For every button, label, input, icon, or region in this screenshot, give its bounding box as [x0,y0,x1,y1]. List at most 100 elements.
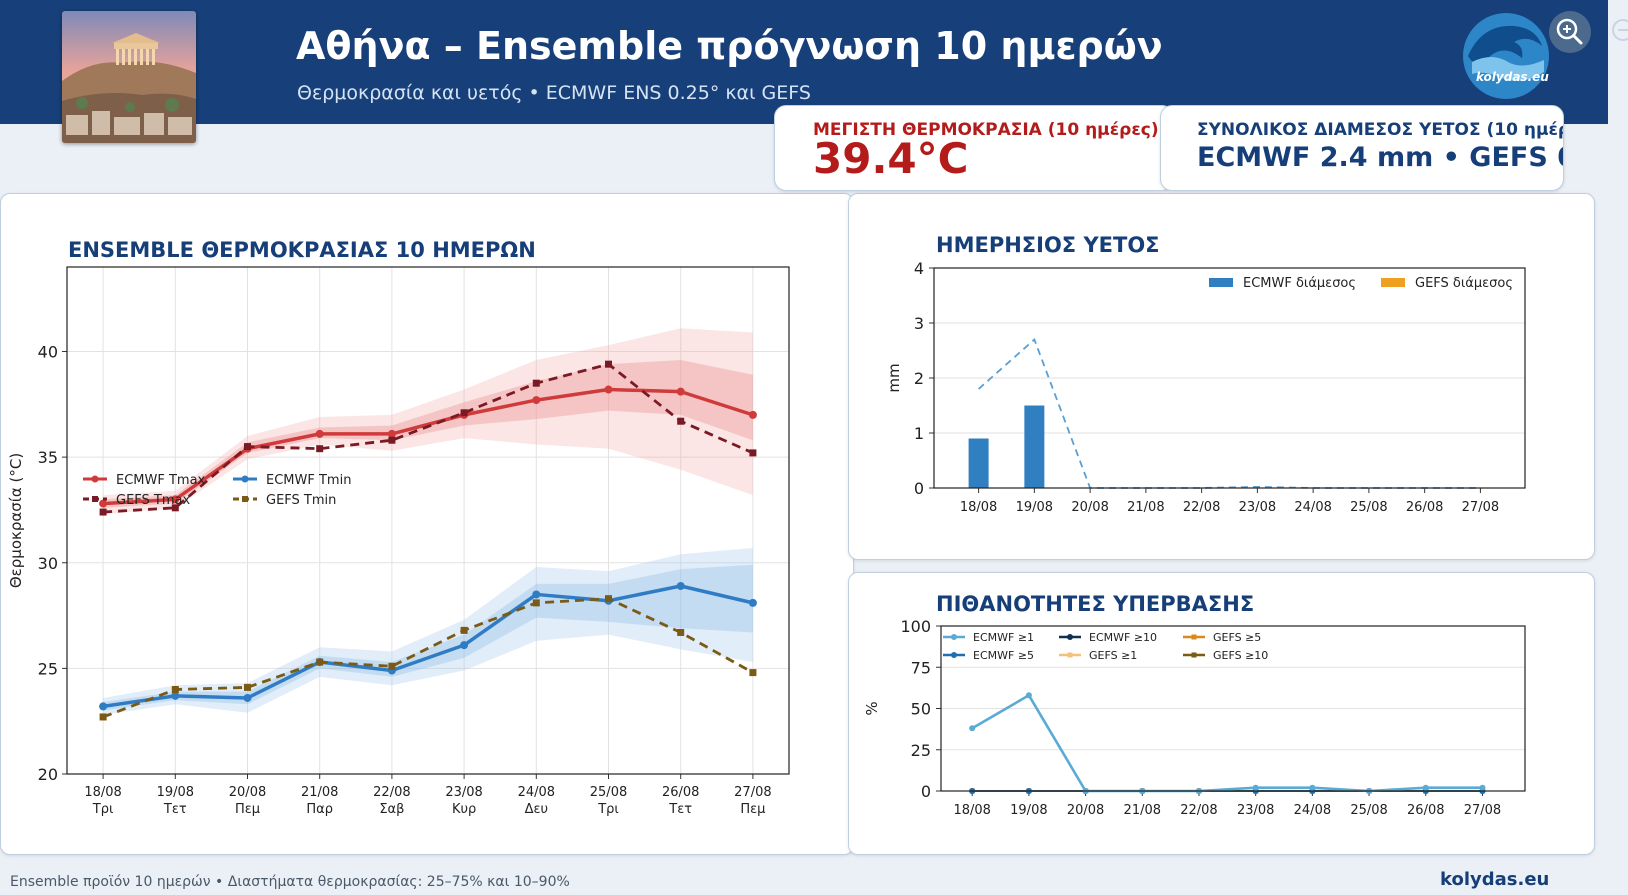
x-tick-label: 25/08 [1350,500,1387,515]
legend-marker [91,475,99,483]
probability-panel: ΠΙΘΑΝΟΤΗΤΕΣ ΥΠΕΡΒΑΣΗΣ 0 25 50 75 100 18/08 19/0… [848,572,1595,855]
x-tick-label: 20/08 [1067,803,1104,818]
data-point-ecmwf-tmin [532,590,541,599]
ecmwf-upper-dashed-line [978,337,1481,489]
x-weekday-label: Πεμ [740,802,765,817]
series-line-ECMWF-ge1 [971,693,1483,793]
x-tick-label: 22/08 [373,785,410,800]
data-point-ECMWF-ge1 [1422,784,1429,791]
footer-site[interactable]: kolydas.eu [1440,869,1550,890]
data-point-ECMWF-ge1 [1252,784,1259,791]
y-tick-label: 100 [900,617,931,636]
plot-frame [940,625,1526,792]
legend-marker [1067,634,1073,640]
data-point-ecmwf-tmin [460,641,469,650]
legend-marker [92,496,98,502]
band-ecmwf-tmin-10-90 [103,547,753,715]
data-point-gefs-tmin [460,626,468,634]
legend-label: ECMWF Tmin [266,473,351,488]
probability-chart: ΠΙΘΑΝΟΤΗΤΕΣ ΥΠΕΡΒΑΣΗΣ 0 25 50 75 100 18/08 19/0… [863,592,1526,818]
data-point-gefs-tmin [99,713,107,721]
legend-label: GEFS ≥10 [1213,649,1268,662]
legend-swatch [1381,278,1405,287]
data-point-gefs-tmin [388,662,396,670]
y-tick-label: 0 [921,782,931,801]
x-tick-label: 18/08 [953,803,990,818]
footer-note: Ensemble προϊόν 10 ημερών • Διαστήματα θ… [10,874,570,890]
zoom-out-icon[interactable] [1610,18,1628,42]
plot-frame [66,266,790,775]
data-point-gefs-tmax [532,379,540,387]
data-point-ECMWF-ge1 [1309,784,1316,791]
data-point-gefs-tmin [749,669,757,677]
x-tick-label: 24/08 [1294,803,1331,818]
legend-marker [1067,652,1073,658]
data-point-ecmwf-tmax [387,429,396,438]
x-tick-label: 20/08 [229,785,266,800]
legend-label: ECMWF Tmax [116,473,206,488]
x-tick-label: 27/08 [734,785,771,800]
total-rain-value: ECMWF 2.4 mm • GEFS 0.0 [1197,142,1563,173]
x-tick-label: 25/08 [1350,803,1387,818]
data-point-ECMWF-ge1 [969,725,976,732]
x-tick-label: 21/08 [1127,500,1164,515]
data-point-gefs-tmax [460,409,468,417]
x-tick-label: 23/08 [445,785,482,800]
x-weekday-label: Τετ [668,802,692,817]
x-tick-label: 27/08 [1464,803,1501,818]
rain-panel: ΗΜΕΡΗΣΙΟΣ ΥΕΤΟΣ 0 1 2 3 4 18/08 19/08 20/08 21/08… [848,193,1595,560]
legend-marker [1191,634,1197,640]
series-line-gefs-tmax [103,362,754,514]
legend-marker [241,475,249,483]
page-header: Αθήνα – Ensemble πρόγνωση 10 ημερών Θερμ… [0,0,1628,143]
data-point-ecmwf-tmax [604,385,613,394]
data-point-ecmwf-tmax [532,396,541,405]
x-tick-label: 23/08 [1239,500,1276,515]
data-point-gefs-tmin [605,595,612,603]
legend-marker [1191,652,1197,658]
y-axis-label: mm [885,363,903,392]
temperature-panel: ENSEMBLE ΘΕΡΜΟΚΡΑΣΙΑΣ 10 ΗΜΕΡΩΝ 20 25 30 35 4… [0,193,854,855]
zoom-in-icon[interactable] [1548,10,1592,54]
x-tick-label: 25/08 [590,785,627,800]
y-tick-label: 25 [911,741,931,760]
x-tick-label: 20/08 [1071,500,1108,515]
data-point-gefs-tmax [388,436,396,444]
rain-chart: ΗΜΕΡΗΣΙΟΣ ΥΕΤΟΣ 0 1 2 3 4 18/08 19/08 20/08 21/08… [885,233,1526,515]
y-tick-label: 3 [914,314,924,333]
data-point-gefs-tmin [677,628,685,636]
y-tick-label: 2 [914,369,924,388]
x-tick-label: 18/08 [960,500,997,515]
x-weekday-label: Τρι [597,802,619,817]
max-temp-value: 39.4°C [813,134,969,183]
kolydas-logo[interactable] [1462,12,1550,100]
data-point-gefs-tmax [171,504,179,512]
bar-ecmwf [968,438,989,488]
legend-label: GEFS ≥1 [1089,649,1137,662]
data-point-ecmwf-tmin [99,702,108,711]
x-weekday-label: Δευ [525,802,548,817]
x-tick-label: 19/08 [1010,803,1047,818]
plot-frame [933,267,1526,489]
x-tick-label: 24/08 [518,785,555,800]
x-weekday-label: Κυρ [452,802,476,817]
legend-label: ECMWF ≥5 [973,649,1034,662]
data-point-ecmwf-tmax [315,429,324,438]
legend-marker [951,634,957,640]
max-temp-card: ΜΕΓΙΣΤΗ ΘΕΡΜΟΚΡΑΣΙΑ (10 ημέρες) 39.4°C [774,105,1174,191]
y-tick-label: 75 [911,658,931,677]
y-axis-label: Θερμοκρασία (°C) [7,453,25,588]
page-subtitle: Θερμοκρασία και υετός • ECMWF ENS 0.25° … [297,82,811,104]
legend-label: ECMWF ≥1 [973,631,1034,644]
x-weekday-label: Σαβ [379,802,404,817]
y-axis-label: % [863,701,881,715]
y-tick-label: 4 [914,259,924,278]
data-point-gefs-tmax [605,360,612,368]
x-tick-label: 26/08 [1407,803,1444,818]
x-weekday-label: Τρι [92,802,114,817]
legend-label: GEFS διάμεσος [1415,276,1513,291]
legend-swatch [1209,278,1233,287]
data-point-ECMWF-ge1 [1479,784,1486,791]
x-tick-label: 26/08 [662,785,699,800]
x-tick-label: 22/08 [1183,500,1220,515]
